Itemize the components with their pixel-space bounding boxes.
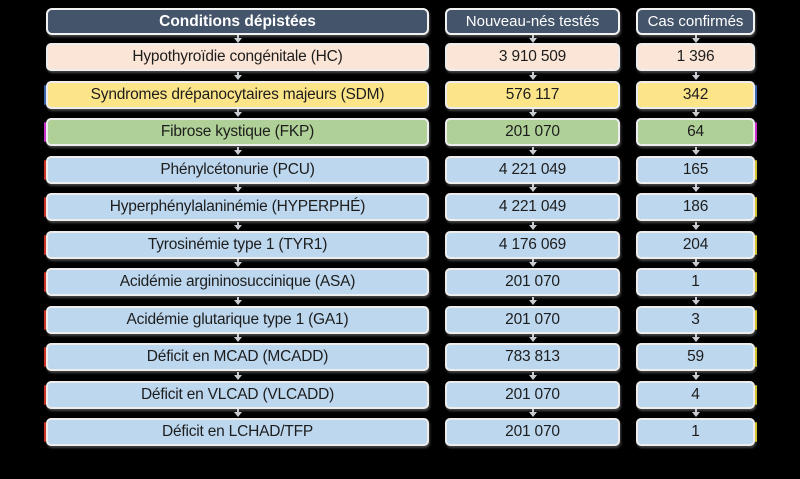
down-arrow-icon [691,409,700,418]
table-row: Phénylcétonurie (PCU) 4 221 049 165 [44,155,757,184]
tested-cell: 201 070 [445,418,620,446]
down-arrow-icon [233,221,242,230]
table-row: Déficit en LCHAD/TFP 201 070 1 [44,418,757,446]
down-arrow-icon [528,221,537,230]
down-arrow-icon [691,371,700,380]
condition-cell: Fibrose kystique (FKP) [44,118,429,146]
connector-gap [46,334,755,344]
confirmed-cell: 4 [636,380,757,409]
connector-gap [46,146,755,156]
confirmed-cell: 1 [636,268,757,296]
down-arrow-icon [528,409,537,418]
down-arrow-icon [528,71,537,80]
down-arrow-icon [233,71,242,80]
table-row: Acidémie glutarique type 1 (GA1) 201 070… [44,305,757,334]
table-row: Déficit en MCAD (MCADD) 783 813 59 [44,343,757,371]
down-arrow-icon [528,35,537,43]
connector-gap [46,371,755,381]
connector-gap [46,409,755,419]
tested-cell: 201 070 [445,118,620,146]
down-arrow-icon [233,259,242,268]
down-arrow-icon [233,184,242,193]
down-arrow-icon [528,146,537,155]
condition-cell: Déficit en MCAD (MCADD) [44,343,429,371]
connector-gap [46,35,755,43]
tested-cell: 4 221 049 [445,193,620,221]
down-arrow-icon [691,146,700,155]
down-arrow-icon [691,259,700,268]
confirmed-cell: 3 [636,305,757,334]
down-arrow-icon [691,296,700,305]
confirmed-cell: 59 [636,343,757,371]
header-cell-conditions: Conditions dépistées [46,8,429,35]
tested-cell: 3 910 509 [445,43,620,71]
confirmed-cell: 1 396 [636,43,755,71]
confirmed-cell: 165 [636,155,757,184]
down-arrow-icon [233,296,242,305]
down-arrow-icon [691,35,700,43]
down-arrow-icon [528,371,537,380]
table-row: Syndromes drépanocytaires majeurs (SDM) … [44,80,757,109]
connector-gap [46,296,755,306]
condition-cell: Hypothyroïdie congénitale (HC) [46,43,429,71]
header-row: Conditions dépistées Nouveau-nés testés … [46,8,755,35]
condition-cell: Phénylcétonurie (PCU) [44,155,429,184]
tested-cell: 201 070 [445,305,620,334]
down-arrow-icon [528,109,537,118]
confirmed-cell: 204 [636,230,757,259]
down-arrow-icon [691,109,700,118]
tested-cell: 201 070 [445,268,620,296]
connector-gap [46,71,755,81]
down-arrow-icon [691,221,700,230]
condition-cell: Déficit en LCHAD/TFP [44,418,429,446]
down-arrow-icon [233,371,242,380]
tested-cell: 4 176 069 [445,230,620,259]
down-arrow-icon [691,334,700,343]
tested-cell: 783 813 [445,343,620,371]
connector-gap [46,109,755,119]
down-arrow-icon [233,409,242,418]
tested-cell: 576 117 [445,80,620,109]
down-arrow-icon [233,146,242,155]
condition-cell: Déficit en VLCAD (VLCADD) [44,380,429,409]
condition-cell: Acidémie argininosuccinique (ASA) [44,268,429,296]
confirmed-cell: 186 [636,193,757,221]
connector-gap [46,184,755,194]
condition-cell: Tyrosinémie type 1 (TYR1) [44,230,429,259]
connector-gap [46,221,755,231]
condition-cell: Syndromes drépanocytaires majeurs (SDM) [44,80,429,109]
table-row: Hyperphénylalaninémie (HYPERPHÉ) 4 221 0… [44,193,757,221]
confirmed-cell: 64 [636,118,757,146]
header-cell-tested: Nouveau-nés testés [445,8,620,35]
down-arrow-icon [691,184,700,193]
table-row: Hypothyroïdie congénitale (HC) 3 910 509… [46,43,755,71]
confirmed-cell: 342 [636,80,757,109]
down-arrow-icon [528,334,537,343]
table-row: Fibrose kystique (FKP) 201 070 64 [44,118,757,146]
condition-cell: Acidémie glutarique type 1 (GA1) [44,305,429,334]
header-cell-confirmed: Cas confirmés [636,8,755,35]
confirmed-cell: 1 [636,418,757,446]
down-arrow-icon [233,109,242,118]
down-arrow-icon [528,259,537,268]
table-row: Déficit en VLCAD (VLCADD) 201 070 4 [44,380,757,409]
table-row: Acidémie argininosuccinique (ASA) 201 07… [44,268,757,296]
down-arrow-icon [528,184,537,193]
connector-gap [46,259,755,269]
tested-cell: 4 221 049 [445,155,620,184]
conditions-table: Conditions dépistées Nouveau-nés testés … [44,8,757,446]
down-arrow-icon [233,334,242,343]
down-arrow-icon [691,71,700,80]
down-arrow-icon [528,296,537,305]
table-row: Tyrosinémie type 1 (TYR1) 4 176 069 204 [44,230,757,259]
tested-cell: 201 070 [445,380,620,409]
down-arrow-icon [233,35,242,43]
condition-cell: Hyperphénylalaninémie (HYPERPHÉ) [44,193,429,221]
